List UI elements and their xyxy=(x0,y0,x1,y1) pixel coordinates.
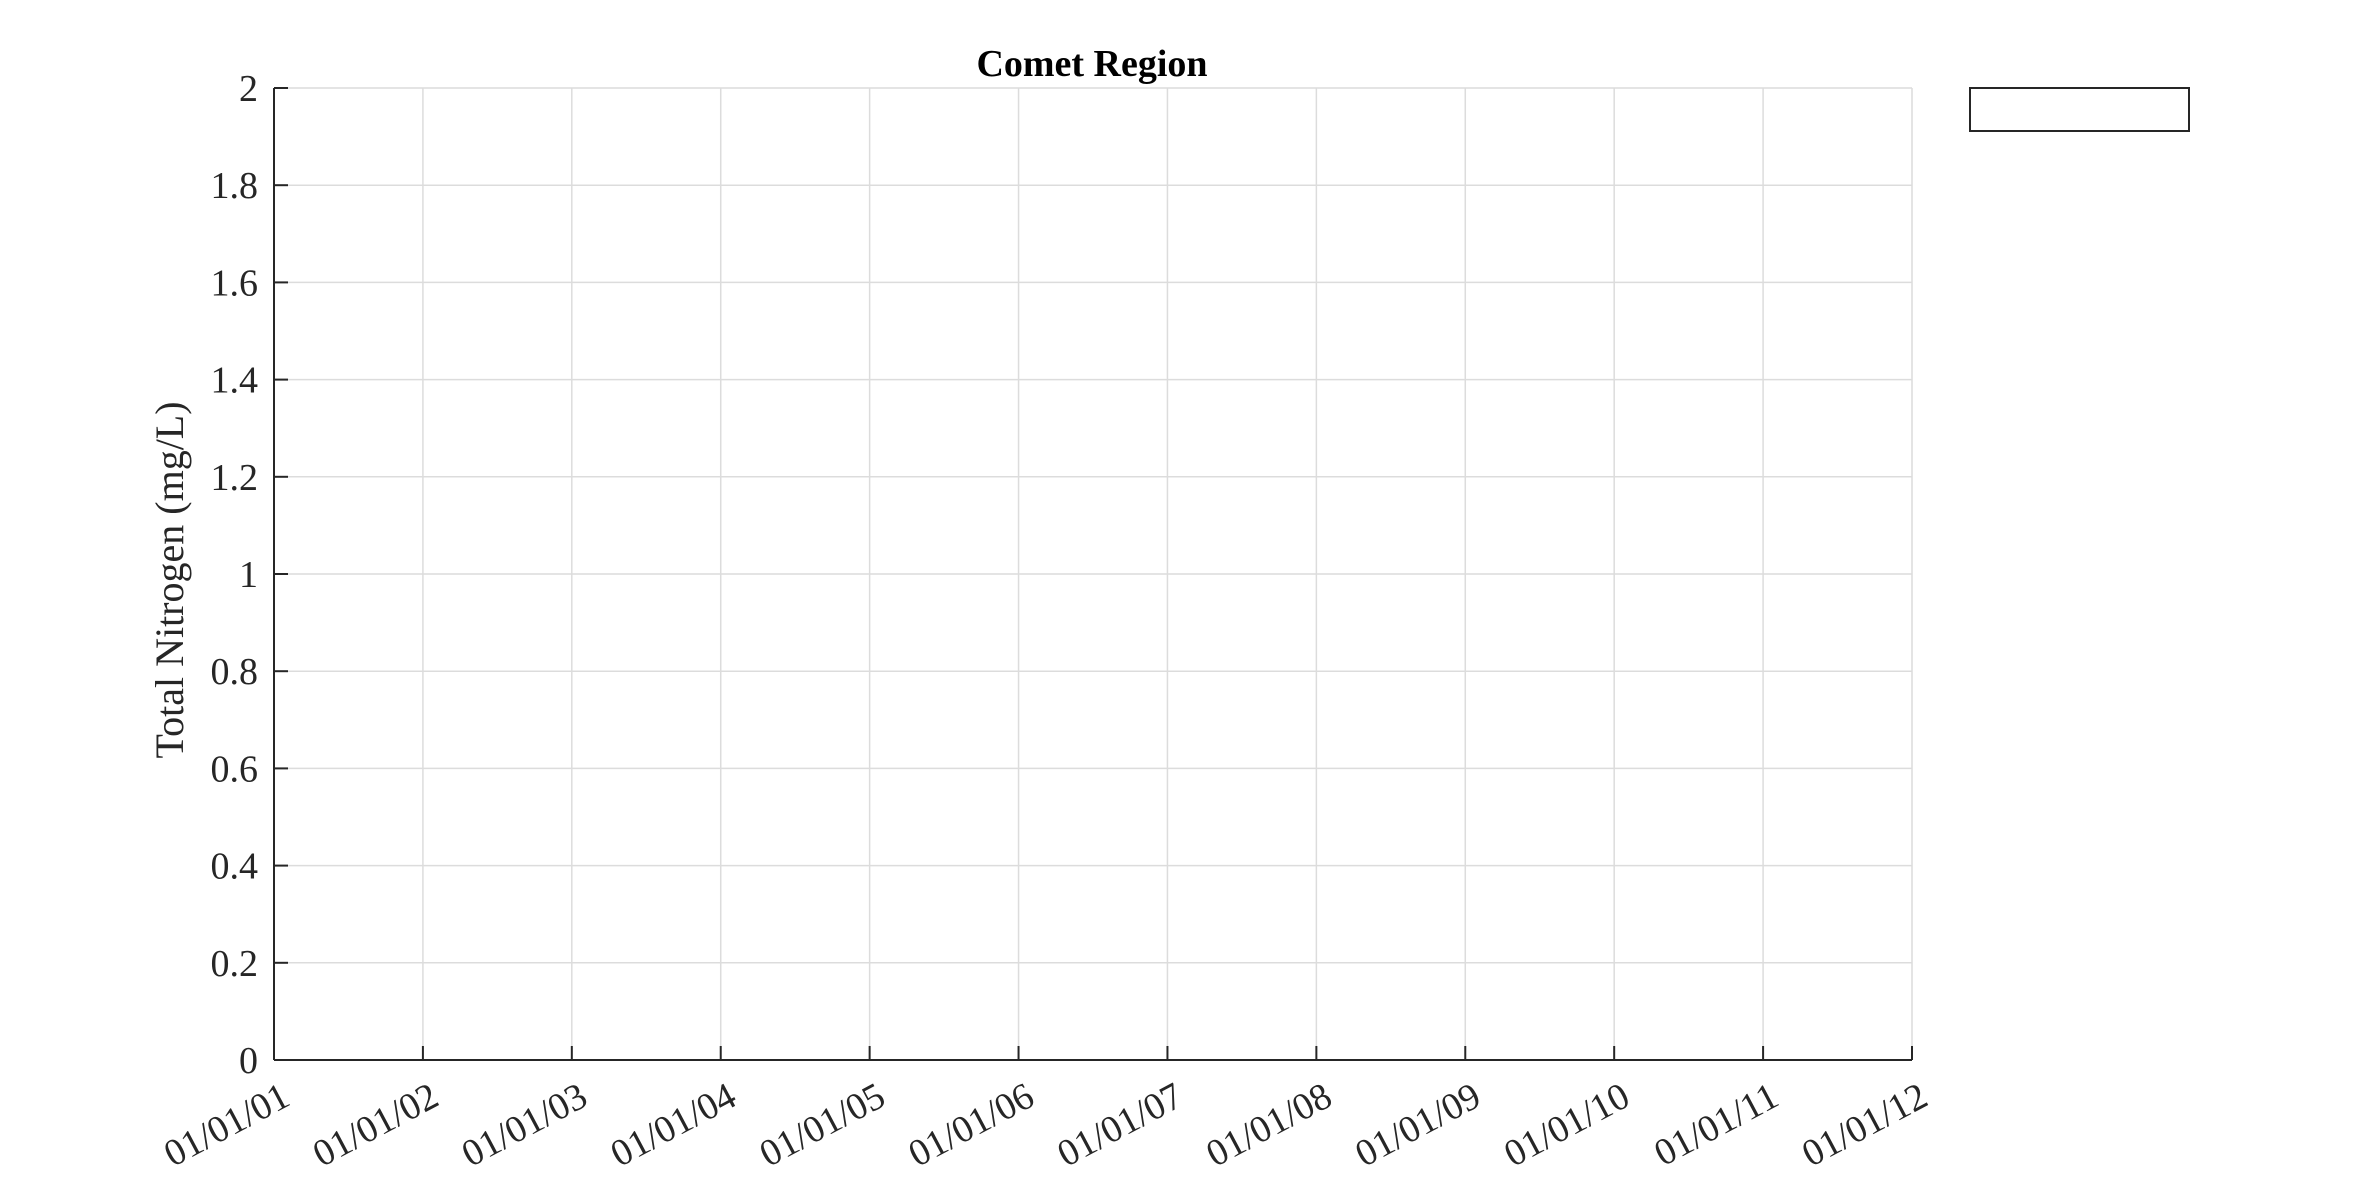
x-tick-label: 01/01/02 xyxy=(306,1075,445,1176)
y-tick-label: 0 xyxy=(239,1040,258,1082)
x-tick-label: 01/01/08 xyxy=(1200,1075,1339,1176)
chart-title: Comet Region xyxy=(976,43,1207,85)
y-tick-label: 0.2 xyxy=(211,943,259,985)
x-tick-label: 01/01/05 xyxy=(753,1075,892,1176)
y-tick-label: 1.2 xyxy=(211,457,259,499)
x-tick-label: 01/01/12 xyxy=(1795,1075,1934,1176)
y-tick-label: 1.6 xyxy=(211,262,259,304)
x-tick-label: 01/01/07 xyxy=(1051,1075,1190,1176)
y-tick-label: 0.4 xyxy=(211,846,259,888)
x-tick-label: 01/01/01 xyxy=(157,1075,296,1176)
legend-box xyxy=(1969,87,2190,132)
x-tick-label: 01/01/11 xyxy=(1648,1075,1786,1175)
x-tick-label: 01/01/04 xyxy=(604,1075,743,1176)
grid-layer xyxy=(274,87,1913,1060)
x-tick-label: 01/01/03 xyxy=(455,1075,594,1176)
x-tick-label: 01/01/06 xyxy=(902,1075,1041,1176)
y-tick-label: 1.8 xyxy=(211,165,259,207)
x-tick-label: 01/01/09 xyxy=(1348,1075,1487,1176)
y-tick-label: 1 xyxy=(239,554,258,596)
x-tick-label: 01/01/10 xyxy=(1497,1075,1636,1176)
y-tick-label: 1.4 xyxy=(211,360,259,402)
y-tick-label: 0.6 xyxy=(211,748,259,790)
y-tick-label: 0.8 xyxy=(211,651,259,693)
y-tick-label: 2 xyxy=(239,68,258,110)
y-axis-label: Total Nitrogen (mg/L) xyxy=(147,401,192,758)
